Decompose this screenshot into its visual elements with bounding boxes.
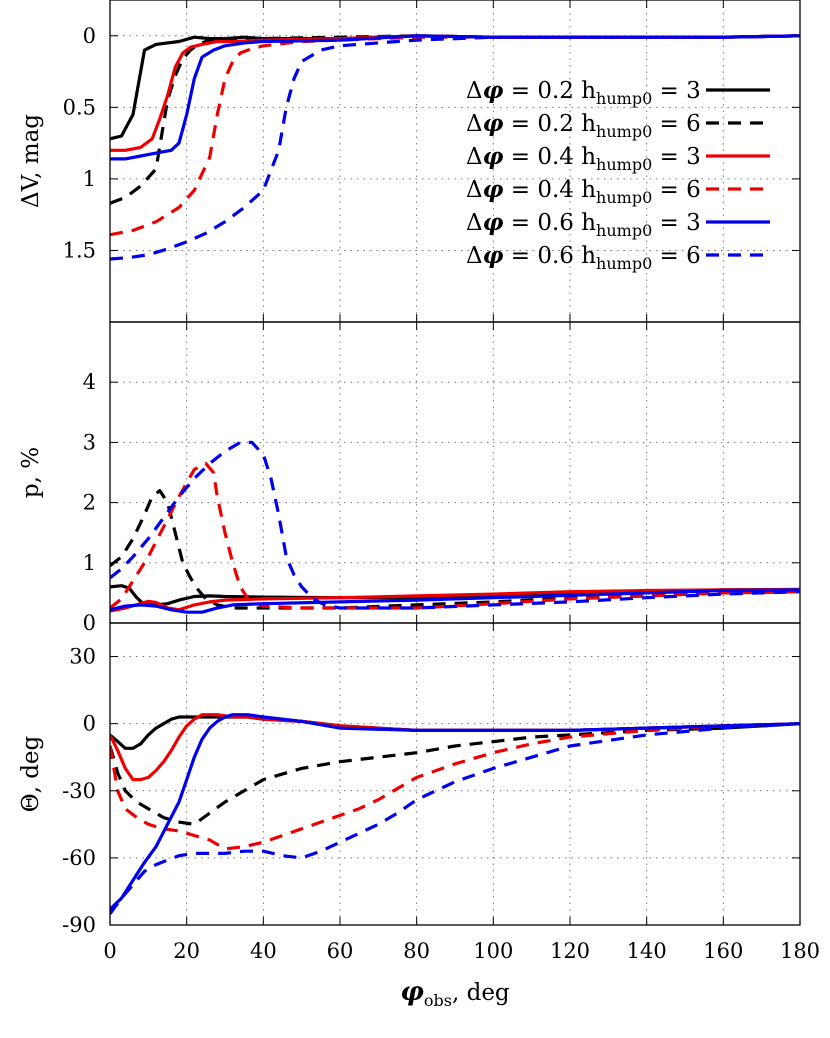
series-line-middle-s3 (110, 587, 800, 613)
series-line-top-s4 (110, 34, 800, 237)
panel-frame-bottom (109, 622, 801, 926)
x-tick-label: 80 (403, 939, 430, 963)
y-tick-label: -30 (62, 779, 96, 803)
grid-layer (110, 0, 800, 925)
data-layer (110, 34, 800, 915)
legend-label-s2: Δφ = 0.2 hhump0 = 6 (466, 110, 701, 141)
y-axis-label-bottom: Θ, deg (18, 735, 44, 812)
series-line-top-s2 (110, 34, 800, 205)
series-line-bottom-s6 (110, 722, 800, 915)
axes-layer: 0 0.5 1 1.5 ΔV, mag 0 1 2 3 4 p, % -90 -60 -30 0 30 Θ, d… (18, 0, 820, 1010)
series-line-bottom-s5 (110, 713, 800, 911)
y-tick-label: 1 (83, 167, 96, 191)
series-line-bottom-s2 (110, 722, 800, 826)
y-tick-label: 30 (69, 645, 96, 669)
y-axis-label-middle: p, % (18, 447, 44, 498)
y-tick-label: 0.5 (63, 95, 96, 119)
legend-label-s6: Δφ = 0.6 hhump0 = 6 (466, 242, 701, 273)
y-tick-label: 0 (83, 712, 96, 736)
series-line-bottom-s4 (110, 722, 800, 851)
series-line-top-s5 (110, 34, 800, 161)
legend: Δφ = 0.2 hhump0 = 3Δφ = 0.2 hhump0 = 6Δφ… (466, 77, 770, 273)
y-tick-label: -90 (62, 913, 96, 937)
legend-label-s3: Δφ = 0.4 hhump0 = 3 (466, 143, 701, 174)
y-tick-label: 2 (83, 491, 96, 515)
y-tick-label: -60 (62, 846, 96, 870)
y-tick-label: 0 (83, 611, 96, 635)
legend-label-s4: Δφ = 0.4 hhump0 = 6 (466, 176, 701, 207)
legend-label-s1: Δφ = 0.2 hhump0 = 3 (466, 77, 701, 108)
x-tick-label: 20 (173, 939, 200, 963)
series-line-middle-s6 (110, 440, 800, 610)
series-line-top-s6 (110, 34, 800, 261)
y-tick-label: 4 (83, 370, 96, 394)
series-line-middle-s5 (110, 588, 800, 614)
y-tick-label: 3 (83, 430, 96, 454)
x-tick-label: 60 (327, 939, 354, 963)
y-tick-label: 0 (83, 24, 96, 48)
x-tick-label: 100 (473, 939, 513, 963)
series-line-bottom-s1 (110, 715, 800, 750)
y-tick-label: 1 (83, 551, 96, 575)
y-axis-label-top: ΔV, mag (18, 114, 44, 208)
x-tick-label: 0 (103, 939, 116, 963)
y-tick-label: 1.5 (63, 238, 96, 262)
x-tick-label: 180 (780, 939, 820, 963)
x-tick-label: 140 (627, 939, 667, 963)
x-tick-label: 40 (250, 939, 277, 963)
legend-label-s5: Δφ = 0.6 hhump0 = 3 (466, 209, 701, 240)
x-tick-label: 160 (703, 939, 743, 963)
series-line-middle-s4 (110, 461, 800, 610)
x-axis-label: φobs, deg (400, 977, 510, 1010)
x-tick-label: 120 (550, 939, 590, 963)
